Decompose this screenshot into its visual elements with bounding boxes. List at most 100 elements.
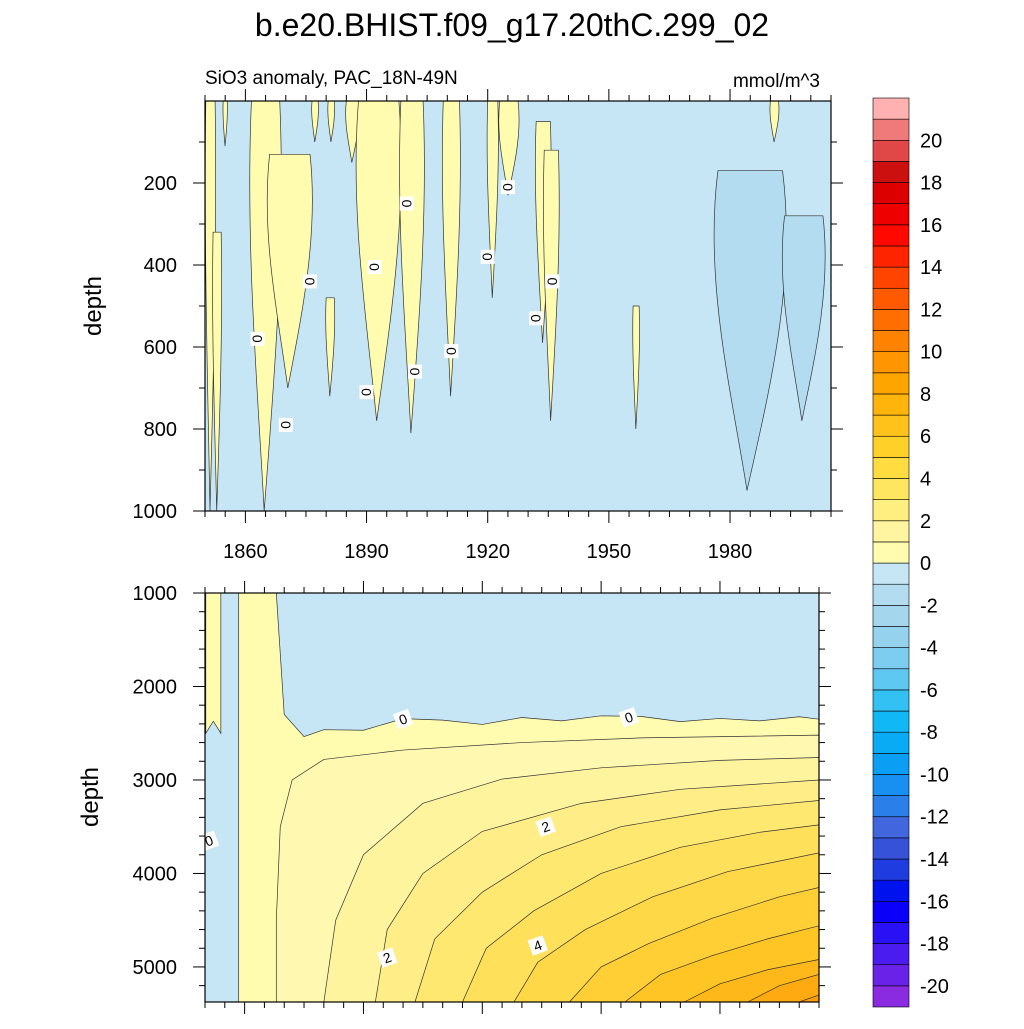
- colorbar-tick-label: -4: [920, 638, 938, 660]
- lower-y-tick-label: 5000: [133, 957, 178, 979]
- svg-text:0: 0: [302, 278, 318, 286]
- svg-text:0: 0: [480, 253, 496, 261]
- upper-y-tick-label: 400: [144, 255, 177, 277]
- colorbar-tick-label: 10: [920, 342, 942, 364]
- lower-contour-label: 4: [527, 935, 549, 956]
- upper-y-axis-label: depth: [80, 276, 107, 336]
- colorbar-box: [872, 435, 910, 458]
- colorbar-box: [872, 583, 910, 606]
- colorbar-box: [872, 478, 910, 500]
- lower-positive-region-west: [205, 593, 222, 735]
- colorbar-box: [872, 710, 910, 733]
- upper-contour-label: 0: [278, 417, 294, 432]
- colorbar-box: [872, 901, 910, 923]
- colorbar-box: [872, 266, 910, 289]
- svg-text:0: 0: [278, 421, 294, 429]
- colorbar-tick-label: 8: [920, 384, 931, 406]
- colorbar-box: [872, 330, 910, 352]
- colorbar-box: [872, 393, 910, 416]
- units-subtitle: mmol/m^3: [733, 71, 820, 92]
- colorbar-box: [872, 922, 910, 944]
- colorbar-tick-label: 14: [920, 257, 942, 279]
- colorbar-tick-label: -8: [920, 722, 938, 744]
- upper-contour-region: [498, 101, 520, 196]
- upper-y-tick-label: 200: [144, 173, 177, 195]
- colorbar-box: [872, 97, 910, 120]
- colorbar-box: [872, 731, 910, 754]
- colorbar-box: [872, 985, 910, 1008]
- colorbar-tick-label: -20: [920, 976, 949, 998]
- x-tick-label: 1920: [465, 541, 510, 563]
- colorbar-tick-label: 6: [920, 426, 931, 448]
- upper-contour-region: [632, 305, 640, 430]
- colorbar-tick-label: 0: [920, 553, 931, 575]
- colorbar-box: [872, 774, 910, 796]
- upper-contour-label: 0: [367, 260, 383, 275]
- colorbar-tick-label: -10: [920, 764, 949, 786]
- colorbar-tick-label: 12: [920, 299, 942, 321]
- upper-contour-label: 0: [399, 196, 415, 211]
- lower-y-tick-label: 4000: [133, 863, 178, 885]
- colorbar-box: [872, 414, 910, 437]
- x-tick-label: 1980: [708, 541, 753, 563]
- colorbar-box: [872, 499, 910, 522]
- colorbar-tick-label: 2: [920, 511, 931, 533]
- svg-text:0: 0: [407, 368, 423, 376]
- colorbar-tick-label: 16: [920, 215, 942, 237]
- colorbar-tick-label: 18: [920, 173, 942, 195]
- x-tick-label: 1890: [344, 541, 389, 563]
- colorbar: -20-18-16-14-12-10-8-6-4-202468101214161…: [872, 97, 949, 1008]
- colorbar-box: [872, 858, 910, 881]
- upper-contour-label: 0: [443, 344, 459, 359]
- colorbar-tick-label: -14: [920, 849, 949, 871]
- colorbar-box: [872, 203, 910, 226]
- colorbar-box: [872, 668, 910, 691]
- upper-contour-label: 0: [302, 274, 318, 289]
- colorbar-tick-label: 4: [920, 469, 931, 491]
- chart-title: b.e20.BHIST.f09_g17.20thC.299_02: [255, 7, 769, 43]
- upper-contour-region: [486, 101, 499, 298]
- svg-text:0: 0: [399, 200, 415, 208]
- colorbar-box: [872, 753, 910, 775]
- svg-text:0: 0: [359, 388, 375, 396]
- upper-y-tick-label: 800: [144, 419, 177, 441]
- lower-contour-label: 2: [535, 816, 556, 837]
- upper-contour-label: 0: [250, 331, 266, 346]
- colorbar-box: [872, 541, 910, 564]
- lower-plot-frame: [204, 592, 820, 1003]
- colorbar-box: [872, 816, 910, 839]
- lower-contour-label: 2: [376, 947, 398, 968]
- left-subtitle: SiO3 anomaly, PAC_18N-49N: [205, 68, 458, 89]
- lower-contour-band: [747, 974, 819, 1002]
- lower-contour-label: 0: [392, 708, 414, 730]
- colorbar-box: [872, 351, 910, 374]
- svg-text:0: 0: [367, 263, 383, 271]
- upper-contour-region: [399, 101, 425, 434]
- upper-contour-label: 0: [407, 364, 423, 379]
- upper-contour-region: [781, 215, 826, 421]
- svg-text:0: 0: [443, 347, 459, 355]
- colorbar-box: [872, 879, 910, 902]
- colorbar-box: [872, 309, 910, 331]
- colorbar-box: [872, 139, 910, 162]
- lower-y-tick-label: 1000: [133, 583, 178, 605]
- colorbar-box: [872, 626, 910, 648]
- colorbar-box: [872, 605, 910, 627]
- colorbar-box: [872, 161, 910, 183]
- colorbar-box: [872, 689, 910, 712]
- upper-contour-region: [311, 101, 319, 143]
- upper-contour-label: 0: [480, 249, 496, 264]
- colorbar-box: [872, 224, 910, 247]
- colorbar-box: [872, 562, 910, 585]
- upper-contour-label: 0: [500, 180, 516, 195]
- upper-y-tick-label: 600: [144, 337, 177, 359]
- colorbar-box: [872, 647, 910, 670]
- upper-panel: 0 0 0 0 0 0 0 0 0 0 0 0 200 400 600 800 1000 1860 1890 1920…: [133, 89, 843, 563]
- x-tick-label: 1860: [223, 541, 268, 563]
- colorbar-box: [872, 795, 910, 818]
- upper-contour-region: [222, 101, 228, 147]
- colorbar-box: [872, 964, 910, 987]
- lower-y-tick-label: 3000: [133, 770, 178, 792]
